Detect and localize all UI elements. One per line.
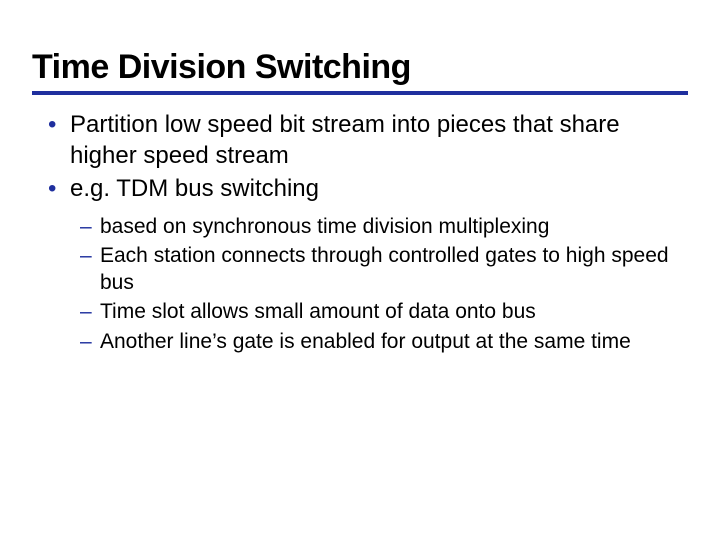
list-item: e.g. TDM bus switching based on synchron… [70,173,688,355]
bullet-text: Partition low speed bit stream into piec… [70,111,620,169]
list-item: Another line’s gate is enabled for outpu… [100,328,688,355]
bullet-text: Each station connects through controlled… [100,244,669,294]
list-item: Each station connects through controlled… [100,242,688,297]
bullet-text: Time slot allows small amount of data on… [100,300,536,323]
bullet-list-level1: Partition low speed bit stream into piec… [32,109,688,355]
list-item: Partition low speed bit stream into piec… [70,109,688,171]
bullet-text: e.g. TDM bus switching [70,175,319,202]
slide-title: Time Division Switching [32,48,688,87]
bullet-text: based on synchronous time division multi… [100,215,549,238]
bullet-list-level2: based on synchronous time division multi… [70,213,688,355]
bullet-text: Another line’s gate is enabled for outpu… [100,330,631,353]
list-item: Time slot allows small amount of data on… [100,298,688,325]
title-underline [32,91,688,95]
list-item: based on synchronous time division multi… [100,213,688,240]
